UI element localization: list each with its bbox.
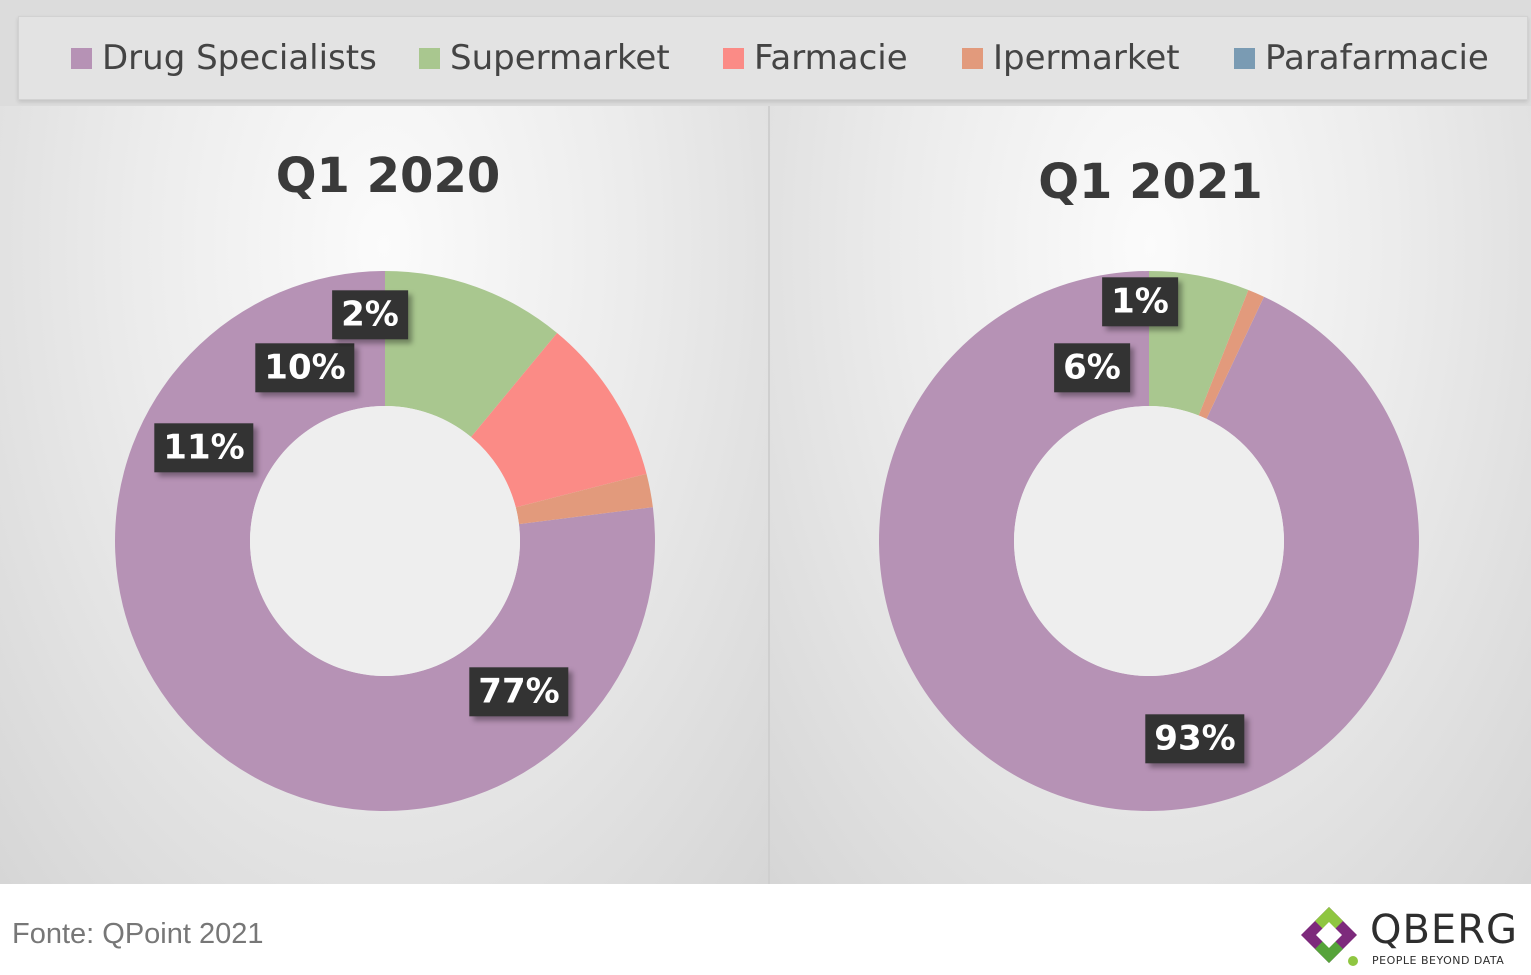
slice-drug-specialists-q1-2021 xyxy=(879,271,1419,812)
brand-tagline: PEOPLE BEYOND DATA xyxy=(1372,954,1505,967)
donut-chart-q1-2020 xyxy=(114,271,656,812)
source-note: Fonte: QPoint 2021 xyxy=(12,918,264,950)
legend-item-supermarket: Supermarket xyxy=(419,17,670,99)
legend-label-ipermarket: Ipermarket xyxy=(993,38,1180,78)
legend-item-farmacie: Farmacie xyxy=(723,17,908,99)
data-label-farmacie-q1-2020: 10% xyxy=(255,343,355,393)
legend-label-supermarket: Supermarket xyxy=(450,38,670,78)
data-label-drug-specialists-q1-2021: 93% xyxy=(1145,714,1245,764)
legend-label-parafarmacie: Parafarmacie xyxy=(1265,38,1489,78)
brand-name: QBERG xyxy=(1370,907,1518,953)
chart-panel-q1-2021: Q1 2021 93% 6% 1% xyxy=(770,106,1531,884)
slice-ipermarket-q1-2021 xyxy=(1198,289,1264,419)
slice-farmacie-q1-2020 xyxy=(471,332,647,508)
data-label-ipermarket-q1-2020: 2% xyxy=(332,290,408,340)
chart-figure: Drug Specialists Supermarket Farmacie Ip… xyxy=(0,0,1531,884)
legend-item-drug-specialists: Drug Specialists xyxy=(71,17,377,99)
chart-legend: Drug Specialists Supermarket Farmacie Ip… xyxy=(18,16,1528,100)
chart-title-q1-2020: Q1 2020 xyxy=(275,148,501,204)
data-label-drug-specialists-q1-2020: 77% xyxy=(469,667,569,717)
legend-swatch-parafarmacie xyxy=(1234,47,1255,69)
legend-item-ipermarket: Ipermarket xyxy=(962,17,1180,99)
panel-divider xyxy=(768,106,770,884)
qberg-diamond-logo-icon xyxy=(1301,907,1358,966)
chart-panel-q1-2020: Q1 2020 77% 11% 10% 2% xyxy=(0,106,768,884)
legend-label-drug-specialists: Drug Specialists xyxy=(102,38,377,78)
legend-label-farmacie: Farmacie xyxy=(754,38,908,78)
slice-supermarket-q1-2020 xyxy=(385,271,558,437)
donut-hole-q1-2020 xyxy=(250,406,520,676)
data-label-supermarket-q1-2020: 11% xyxy=(154,423,254,473)
legend-swatch-ipermarket xyxy=(962,47,983,69)
data-label-ipermarket-q1-2021: 1% xyxy=(1102,277,1178,327)
legend-item-parafarmacie: Parafarmacie xyxy=(1234,17,1489,99)
legend-swatch-farmacie xyxy=(723,47,744,69)
legend-swatch-supermarket xyxy=(419,47,440,69)
donut-chart-q1-2021 xyxy=(879,271,1419,812)
slice-ipermarket-q1-2020 xyxy=(515,473,653,525)
chart-title-q1-2021: Q1 2021 xyxy=(1038,154,1263,210)
brand-logo: QBERG PEOPLE BEYOND DATA xyxy=(1298,904,1518,970)
donut-hole-q1-2021 xyxy=(1014,406,1284,676)
data-label-supermarket-q1-2021: 6% xyxy=(1054,343,1130,393)
legend-swatch-drug-specialists xyxy=(71,47,92,69)
